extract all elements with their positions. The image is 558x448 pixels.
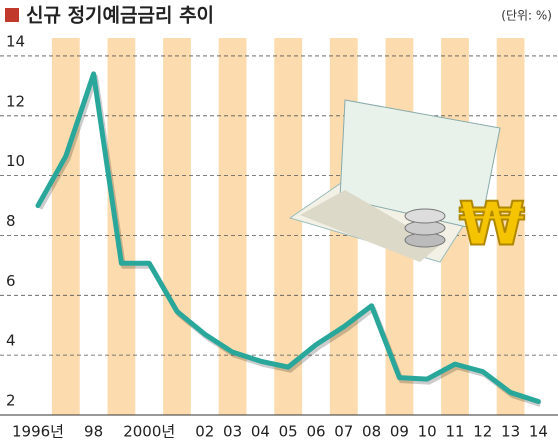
x-tick-label: 06 [306, 423, 325, 441]
y-tick-label: 10 [6, 152, 25, 170]
x-tick-label: 98 [84, 423, 103, 441]
plot: 2 4 6 8 10 12 14 1996년 98 2000년 02 03 04 05 06 07 08 09 10… [6, 32, 548, 440]
x-tick-label: 03 [223, 423, 242, 441]
svg-text:₩: ₩ [459, 190, 525, 260]
stripe [496, 38, 525, 415]
x-tick-label: 02 [195, 423, 214, 441]
x-tick-label: 10 [418, 423, 437, 441]
illustration: ₩ [288, 99, 526, 263]
x-tick-label: 08 [362, 423, 381, 441]
x-tick-label: 09 [390, 423, 409, 441]
x-tick-label: 13 [501, 423, 520, 441]
y-tick-label: 4 [6, 332, 16, 350]
x-tick-label: 14 [529, 423, 548, 441]
y-tick-label: 2 [6, 392, 16, 410]
x-tick-label: 07 [334, 423, 353, 441]
x-tick-label: 11 [445, 423, 464, 441]
chart-title: 신규 정기예금금리 추이 [26, 5, 214, 27]
line [35, 71, 541, 405]
y-tick-label: 6 [6, 272, 16, 290]
stripe [107, 38, 136, 415]
x-tick-label: 04 [251, 423, 270, 441]
x-tick-label: 2000년 [123, 423, 175, 441]
title-marker [5, 8, 19, 22]
unit-label: (단위: %) [501, 9, 552, 23]
x-tick-label: 12 [473, 423, 492, 441]
y-tick-label: 12 [6, 92, 25, 110]
stripe [274, 38, 303, 415]
stripe [163, 38, 191, 415]
x-tick-label: 1996년 [12, 423, 64, 441]
y-tick-label: 14 [6, 32, 25, 50]
x-tick-label: 05 [279, 423, 298, 441]
stripe [51, 38, 80, 415]
y-tick-label: 8 [6, 212, 16, 230]
